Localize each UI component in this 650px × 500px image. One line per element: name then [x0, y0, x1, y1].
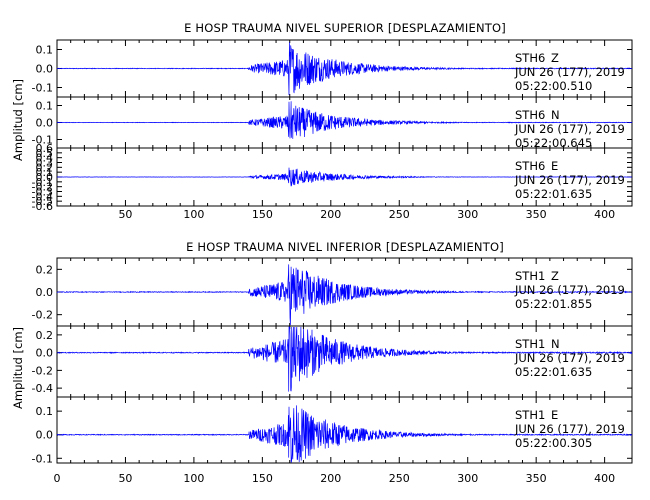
seismogram-trace — [56, 101, 633, 139]
y-tick-label: -0.4 — [32, 190, 53, 203]
y-tick-label: -0.1 — [32, 176, 53, 189]
y-tick-label: -0.1 — [32, 82, 53, 95]
x-tick-label: 0 — [54, 472, 61, 485]
y-tick-label: 0.1 — [36, 44, 54, 57]
y-axis-label: Amplitud [cm] — [11, 79, 25, 161]
station-code: STH1 — [515, 337, 545, 351]
y-tick-label: -0.5 — [32, 195, 53, 208]
record-date: JUN 26 (177), 2019 — [514, 173, 625, 187]
x-tick-label: 350 — [526, 208, 547, 221]
component: Z — [551, 269, 559, 283]
y-tick-label: -0.3 — [32, 186, 53, 199]
station-code: STH1 — [515, 269, 545, 283]
y-tick-label: 0.2 — [36, 263, 54, 276]
panel-sth6-e: 0.60.50.40.30.20.10.0-0.1-0.2-0.3-0.4-0.… — [32, 142, 633, 213]
x-tick-label: 200 — [320, 472, 341, 485]
y-tick-label: -0.2 — [32, 364, 53, 377]
y-tick-label: 0.0 — [36, 63, 54, 76]
figure-superior: E HOSP TRAUMA NIVEL SUPERIOR [DESPLAZAMI… — [11, 21, 633, 221]
y-tick-label: -0.6 — [32, 200, 53, 213]
record-date: JUN 26 (177), 2019 — [514, 122, 625, 136]
seismogram-trace — [56, 264, 633, 326]
station-code: STH6 — [515, 108, 545, 122]
figure-title: E HOSP TRAUMA NIVEL INFERIOR [DESPLAZAMI… — [186, 240, 504, 254]
station-code: STH1 — [515, 408, 545, 422]
y-tick-label: 0.0 — [36, 117, 54, 130]
component: N — [551, 337, 560, 351]
x-tick-label: 400 — [594, 208, 615, 221]
station-code: STH6 — [515, 159, 545, 173]
y-tick-label: 0.1 — [36, 166, 54, 179]
x-tick-label: 150 — [252, 208, 273, 221]
y-tick-label: -0.1 — [32, 134, 53, 147]
station-code: STH6 — [515, 51, 545, 65]
x-tick-label: 100 — [183, 472, 204, 485]
y-tick-label: 0.1 — [36, 405, 54, 418]
component: E — [551, 408, 558, 422]
y-tick-label: 0.5 — [36, 147, 54, 160]
record-date: JUN 26 (177), 2019 — [514, 65, 625, 79]
x-tick-label: 400 — [594, 472, 615, 485]
component: E — [551, 159, 558, 173]
y-tick-label: 0.4 — [36, 152, 54, 165]
seismogram-trace — [56, 326, 633, 392]
record-time: 05:22:01.855 — [515, 297, 592, 311]
x-tick-label: 50 — [118, 208, 132, 221]
y-tick-label: -0.2 — [32, 309, 53, 322]
y-tick-label: -0.2 — [32, 181, 53, 194]
figure-title: E HOSP TRAUMA NIVEL SUPERIOR [DESPLAZAMI… — [184, 21, 506, 35]
y-tick-label: 0.0 — [36, 347, 54, 360]
seismogram-trace — [56, 42, 633, 96]
y-tick-label: 0.6 — [36, 142, 54, 155]
seismogram-trace — [57, 167, 633, 187]
record-time: 05:22:00.645 — [515, 136, 592, 150]
x-tick-label: 300 — [457, 208, 478, 221]
seismogram-trace — [56, 405, 633, 463]
record-date: JUN 26 (177), 2019 — [514, 351, 625, 365]
y-tick-label: 0.3 — [36, 157, 54, 170]
record-date: JUN 26 (177), 2019 — [514, 422, 625, 436]
x-tick-label: 350 — [526, 472, 547, 485]
figure-inferior: E HOSP TRAUMA NIVEL INFERIOR [DESPLAZAMI… — [11, 240, 633, 485]
x-tick-label: 50 — [118, 472, 132, 485]
y-tick-label: 0.1 — [36, 100, 54, 113]
y-tick-label: 0.2 — [36, 161, 54, 174]
record-time: 05:22:00.305 — [515, 436, 592, 450]
record-time: 05:22:01.635 — [515, 187, 592, 201]
y-tick-label: 0.2 — [36, 329, 54, 342]
component: N — [551, 108, 560, 122]
x-tick-label: 100 — [183, 208, 204, 221]
x-tick-label: 250 — [389, 208, 410, 221]
x-tick-label: 250 — [389, 472, 410, 485]
record-time: 05:22:00.510 — [515, 79, 592, 93]
x-tick-label: 200 — [320, 208, 341, 221]
y-tick-label: 0.0 — [36, 171, 54, 184]
y-tick-label: 0.0 — [36, 429, 54, 442]
y-tick-label: -0.1 — [32, 452, 53, 465]
x-tick-label: 300 — [457, 472, 478, 485]
y-tick-label: -0.4 — [32, 382, 53, 395]
y-tick-label: 0.0 — [36, 286, 54, 299]
y-axis-label: Amplitud [cm] — [11, 327, 25, 409]
record-date: JUN 26 (177), 2019 — [514, 283, 625, 297]
component: Z — [551, 51, 559, 65]
record-time: 05:22:01.635 — [515, 365, 592, 379]
x-tick-label: 150 — [252, 472, 273, 485]
